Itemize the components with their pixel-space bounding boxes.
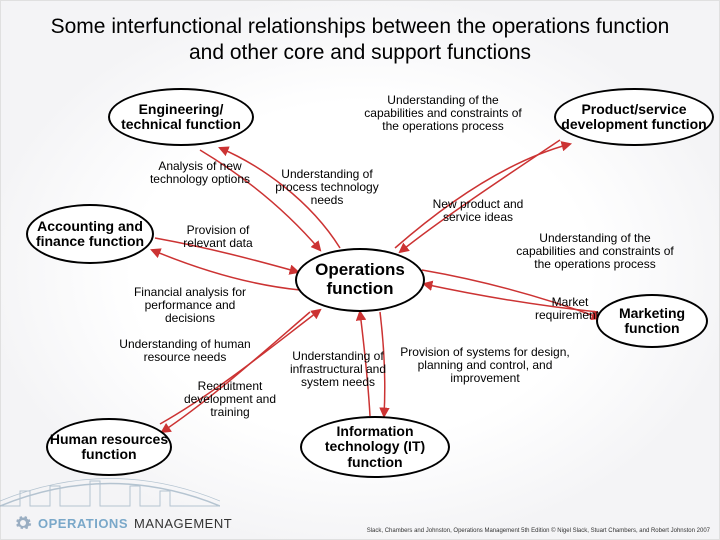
- label-acc-ops-1: Provision of relevant data: [178, 224, 258, 250]
- node-marketing: Marketing function: [596, 294, 708, 348]
- node-productdev: Product/service development function: [554, 88, 714, 146]
- node-hr: Human resources function: [46, 418, 172, 476]
- label-hr-ops-1: Understanding of human resource needs: [100, 338, 270, 364]
- node-accounting: Accounting and finance function: [26, 204, 154, 264]
- label-pd-ops-1: Understanding of the capabilities and co…: [358, 94, 528, 134]
- node-engineering: Engineering/ technical function: [108, 88, 254, 146]
- label-eng-ops-2: Understanding of process technology need…: [262, 168, 392, 208]
- label-pd-ops-2: New product and service ideas: [418, 198, 538, 224]
- label-eng-ops-1: Analysis of new technology options: [135, 160, 265, 186]
- label-hr-ops-2: Recruitment development and training: [180, 380, 280, 420]
- node-operations: Operations function: [295, 248, 425, 312]
- label-acc-ops-2: Financial analysis for performance and d…: [120, 286, 260, 326]
- label-it-ops-2: Provision of systems for design, plannin…: [400, 346, 570, 386]
- label-mkt-ops-1: Understanding of the capabilities and co…: [510, 232, 680, 272]
- node-it: Information technology (IT) function: [300, 416, 450, 478]
- label-it-ops-1: Understanding of infrastructural and sys…: [278, 350, 398, 390]
